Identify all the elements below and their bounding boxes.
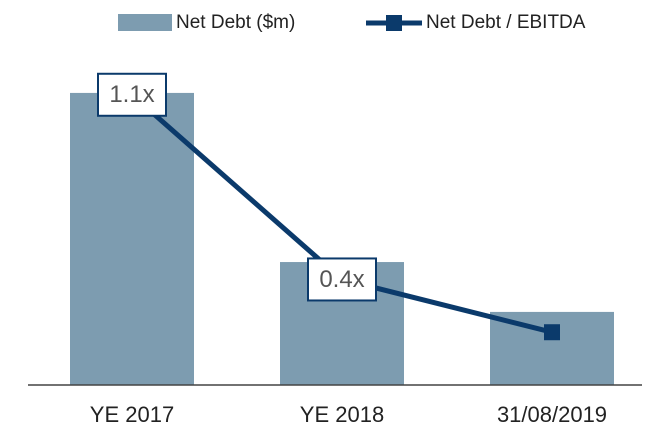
data-label: 1.1x	[109, 81, 154, 108]
bar	[70, 92, 194, 386]
data-label-box	[97, 72, 167, 117]
legend-label: Net Debt ($m)	[176, 12, 295, 33]
data-label: 0.4x	[319, 266, 364, 293]
legend-label: Net Debt / EBITDA	[426, 12, 586, 33]
data-label-box	[307, 257, 377, 302]
marker	[544, 324, 560, 341]
legend-swatch	[386, 15, 402, 31]
legend-swatch	[118, 14, 172, 31]
x-tick-label: 31/08/2019	[497, 402, 607, 427]
x-tick-label: YE 2018	[300, 402, 384, 427]
x-tick-label: YE 2017	[90, 402, 174, 427]
